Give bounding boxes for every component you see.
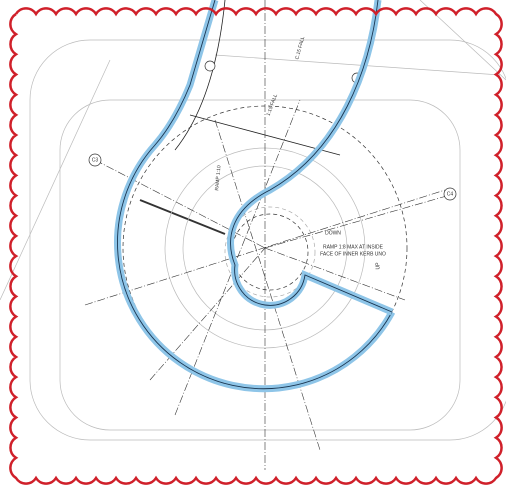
edge [174,0,226,151]
fall-label: C.15 FALL [294,36,306,61]
ramp [114,0,396,393]
axis [264,247,406,301]
dashed-circle [224,206,316,298]
grid-bubble [88,153,102,167]
grid-label: C3 [92,157,99,163]
ramp-note: RAMP 1:8 MAX AT INSIDE [323,244,384,250]
fall-label: 1:15 FALL [266,93,280,117]
outline [59,99,461,431]
axis [264,194,451,249]
ramp-outer-line [117,0,393,390]
ramp-label: RAMP 1:10 [214,165,222,191]
background-lines [0,0,506,441]
axes [84,0,457,470]
outline [29,39,506,441]
ramp-note: FACE OF INNER KERB UNO [320,251,386,257]
edge [139,199,226,235]
marker [204,60,216,72]
dashed-circle [231,213,309,291]
ramp-outer [114,0,396,393]
grid-label: C4 [447,191,454,197]
cloud-border [9,7,503,485]
axis [214,119,321,451]
ramp-inner-line [230,0,393,313]
axis [174,99,301,416]
direction-label: DOWN [325,230,341,236]
outline [0,59,111,301]
outline [214,54,501,76]
direction-label: UP [375,262,381,270]
revision-cloud [9,7,503,485]
grid-bubble [443,187,457,201]
axis [94,159,266,249]
